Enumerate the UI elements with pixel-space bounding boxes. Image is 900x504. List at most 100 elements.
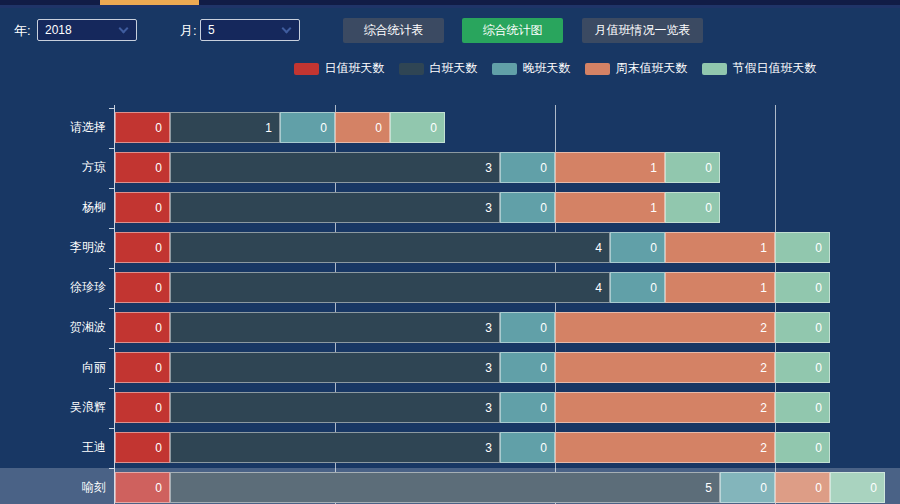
bar-value-label: 1 bbox=[650, 193, 657, 222]
summary-table-button[interactable]: 综合统计表 bbox=[343, 18, 444, 43]
bar-segment[interactable]: 0 bbox=[830, 472, 885, 503]
category-label: 喻刻 bbox=[0, 472, 106, 503]
bar-segment[interactable]: 0 bbox=[115, 192, 170, 223]
bar-value-label: 0 bbox=[650, 273, 657, 302]
bar-segment[interactable]: 0 bbox=[500, 392, 555, 423]
y-axis-tick bbox=[109, 188, 114, 189]
bar-segment[interactable]: 3 bbox=[170, 432, 500, 463]
bar-segment[interactable]: 2 bbox=[555, 432, 775, 463]
bar-segment[interactable]: 0 bbox=[775, 232, 830, 263]
bar-segment[interactable]: 2 bbox=[555, 312, 775, 343]
y-axis-tick bbox=[109, 108, 114, 109]
summary-chart-button[interactable]: 综合统计图 bbox=[462, 18, 563, 43]
bar-segment[interactable]: 3 bbox=[170, 312, 500, 343]
bar-segment[interactable]: 3 bbox=[170, 392, 500, 423]
bar-segment[interactable]: 0 bbox=[775, 352, 830, 383]
bar-value-label: 1 bbox=[760, 273, 767, 302]
legend-item-1[interactable]: 白班天数 bbox=[399, 60, 478, 77]
bar-segment[interactable]: 4 bbox=[170, 232, 610, 263]
bar-segment[interactable]: 1 bbox=[555, 192, 665, 223]
bar-segment[interactable]: 2 bbox=[555, 392, 775, 423]
bar-segment[interactable]: 0 bbox=[500, 152, 555, 183]
bar-value-label: 0 bbox=[705, 193, 712, 222]
bar-segment[interactable]: 3 bbox=[170, 152, 500, 183]
active-tab-indicator[interactable] bbox=[100, 0, 199, 5]
bar-segment[interactable]: 0 bbox=[775, 312, 830, 343]
bar-segment[interactable]: 0 bbox=[115, 432, 170, 463]
bar-value-label: 0 bbox=[155, 353, 162, 382]
bar-segment[interactable]: 0 bbox=[390, 112, 445, 143]
bar-segment[interactable]: 0 bbox=[775, 272, 830, 303]
bar-value-label: 0 bbox=[540, 393, 547, 422]
category-label: 王迪 bbox=[0, 432, 106, 463]
legend-swatch-icon bbox=[585, 63, 610, 75]
bar-segment[interactable]: 1 bbox=[665, 272, 775, 303]
bar-segment[interactable]: 0 bbox=[115, 392, 170, 423]
bar-segment[interactable]: 0 bbox=[115, 152, 170, 183]
bar-segment[interactable]: 0 bbox=[775, 432, 830, 463]
bar-segment[interactable]: 0 bbox=[665, 192, 720, 223]
bar-segment[interactable]: 0 bbox=[720, 472, 775, 503]
bar-segment[interactable]: 4 bbox=[170, 272, 610, 303]
bar-value-label: 3 bbox=[485, 193, 492, 222]
month-select[interactable]: 5 bbox=[200, 19, 300, 41]
chart-legend: 日值班天数 白班天数晚班天数周末值班天数节假日值班天数 bbox=[210, 60, 900, 77]
bar-value-label: 0 bbox=[155, 153, 162, 182]
bar-segment[interactable]: 0 bbox=[115, 472, 170, 503]
category-label: 向丽 bbox=[0, 352, 106, 383]
bar-segment[interactable]: 0 bbox=[115, 312, 170, 343]
bar-segment[interactable]: 1 bbox=[555, 152, 665, 183]
bar-segment[interactable]: 0 bbox=[115, 112, 170, 143]
bar-value-label: 3 bbox=[485, 433, 492, 462]
bar-value-label: 0 bbox=[155, 233, 162, 262]
bar-value-label: 0 bbox=[650, 233, 657, 262]
bar-segment[interactable]: 0 bbox=[335, 112, 390, 143]
bar-segment[interactable]: 5 bbox=[170, 472, 720, 503]
bar-segment[interactable]: 0 bbox=[610, 272, 665, 303]
monthly-duty-list-button[interactable]: 月值班情况一览表 bbox=[582, 18, 703, 43]
year-select-value: 2018 bbox=[45, 23, 72, 37]
year-select[interactable]: 2018 bbox=[37, 19, 137, 41]
bar-segment[interactable]: 1 bbox=[665, 232, 775, 263]
bar-value-label: 2 bbox=[760, 393, 767, 422]
bar-segment[interactable]: 0 bbox=[115, 272, 170, 303]
legend-item-3[interactable]: 周末值班天数 bbox=[585, 60, 688, 77]
bar-value-label: 2 bbox=[760, 313, 767, 342]
bar-value-label: 0 bbox=[815, 473, 822, 502]
bar-segment[interactable]: 0 bbox=[500, 192, 555, 223]
bar-value-label: 0 bbox=[815, 353, 822, 382]
month-select-value: 5 bbox=[208, 23, 215, 37]
bar-segment[interactable]: 0 bbox=[500, 352, 555, 383]
legend-swatch-icon bbox=[702, 63, 727, 75]
bar-segment[interactable]: 3 bbox=[170, 352, 500, 383]
bar-segment[interactable]: 2 bbox=[555, 352, 775, 383]
bar-segment[interactable]: 1 bbox=[170, 112, 280, 143]
bar-segment[interactable]: 0 bbox=[775, 472, 830, 503]
bar-value-label: 1 bbox=[265, 113, 272, 142]
bar-segment[interactable]: 0 bbox=[280, 112, 335, 143]
y-axis-tick bbox=[109, 468, 114, 469]
bar-value-label: 0 bbox=[815, 393, 822, 422]
legend-item-0[interactable]: 日值班天数 bbox=[294, 60, 385, 77]
bar-segment[interactable]: 0 bbox=[115, 232, 170, 263]
legend-item-4[interactable]: 节假日值班天数 bbox=[702, 60, 817, 77]
bar-value-label: 0 bbox=[815, 233, 822, 262]
bar-value-label: 5 bbox=[705, 473, 712, 502]
y-axis-tick bbox=[109, 428, 114, 429]
bar-segment[interactable]: 0 bbox=[775, 392, 830, 423]
bar-value-label: 0 bbox=[155, 113, 162, 142]
bar-segment[interactable]: 0 bbox=[500, 312, 555, 343]
year-label: 年: bbox=[14, 22, 31, 40]
bar-value-label: 0 bbox=[760, 473, 767, 502]
bar-value-label: 0 bbox=[815, 273, 822, 302]
bar-segment[interactable]: 0 bbox=[665, 152, 720, 183]
legend-label: 白班天数 bbox=[430, 60, 478, 77]
category-label: 徐珍珍 bbox=[0, 272, 106, 303]
bar-segment[interactable]: 0 bbox=[500, 432, 555, 463]
bar-segment[interactable]: 3 bbox=[170, 192, 500, 223]
legend-item-2[interactable]: 晚班天数 bbox=[492, 60, 571, 77]
bar-value-label: 3 bbox=[485, 353, 492, 382]
bar-segment[interactable]: 0 bbox=[115, 352, 170, 383]
bar-segment[interactable]: 0 bbox=[610, 232, 665, 263]
bar-value-label: 3 bbox=[485, 313, 492, 342]
